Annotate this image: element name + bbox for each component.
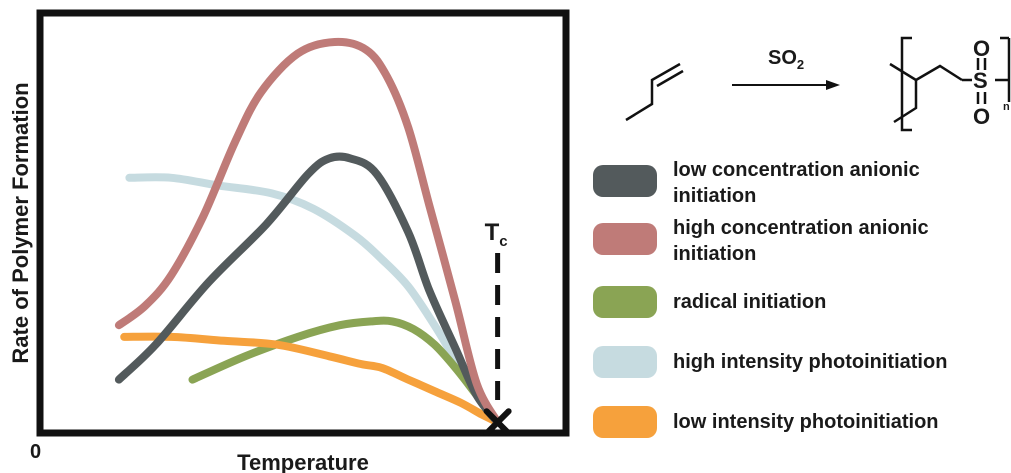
legend-item-radical: radical initiation [593,286,1003,342]
legend-item-low-concentration-anionic: low concentration anionic initiation [593,157,1003,213]
legend-item-high-concentration-anionic: high concentration anionic initiation [593,215,1003,271]
right-bracket [1000,36,1011,102]
reaction-arrowhead [826,80,840,90]
legend-swatch-low-intensity-photo [593,406,657,438]
left-bracket [900,36,912,132]
legend-label-low-intensity-photo: low intensity photoinitiation [673,411,939,433]
repeat-subscript: n [1003,101,1010,113]
legend-swatch-high-intensity-photo [593,346,657,378]
x-axis-label: Temperature [237,450,369,473]
plot-frame [36,9,570,437]
reagent-label: SO2 [768,47,804,72]
series-line-low-intensity-photo [120,332,502,427]
reagent-base: SO [768,47,797,69]
legend-label-high-concentration-anionic: high concentration anionic initiation [673,217,929,265]
sulfur-atom: S [973,68,988,93]
butene-double-bond [656,69,684,88]
left-bond-stub [889,62,917,82]
legend-label-radical: radical initiation [673,291,827,313]
series-line-high-concentration-anionic [114,37,502,427]
oxygen-atom-top: O [973,36,990,61]
polymer-backbone [915,64,963,82]
legend-item-high-intensity-photo: high intensity photoinitiation [593,346,1003,402]
butene-structure [625,62,681,122]
legend-label-high-intensity-photo: high intensity photoinitiation [673,351,948,373]
tc-label: Tc [485,219,508,250]
series-line-low-concentration-anionic [114,152,502,427]
x-marker-icon [483,408,512,437]
legend-swatch-high-concentration-anionic [593,223,657,255]
legend-swatch-low-concentration-anionic [593,165,657,197]
tc-label-sub: c [499,233,507,250]
origin-label: 0 [30,441,41,463]
tc-label-base: T [485,219,500,246]
reagent-sub: 2 [797,57,804,72]
legend-item-low-intensity-photo: low intensity photoinitiation [593,406,1003,462]
reaction-scheme: SO2 S O O n [625,36,1011,132]
series-line-high-intensity-photo [125,173,502,427]
legend-label-low-concentration-anionic: low concentration anionic initiation [673,159,920,207]
oxygen-atom-bottom: O [973,104,990,129]
series-layer [114,37,502,427]
ethyl-side-chain [893,80,918,124]
legend-swatch-radical [593,286,657,318]
y-axis-label: Rate of Polymer Formation [8,82,33,363]
